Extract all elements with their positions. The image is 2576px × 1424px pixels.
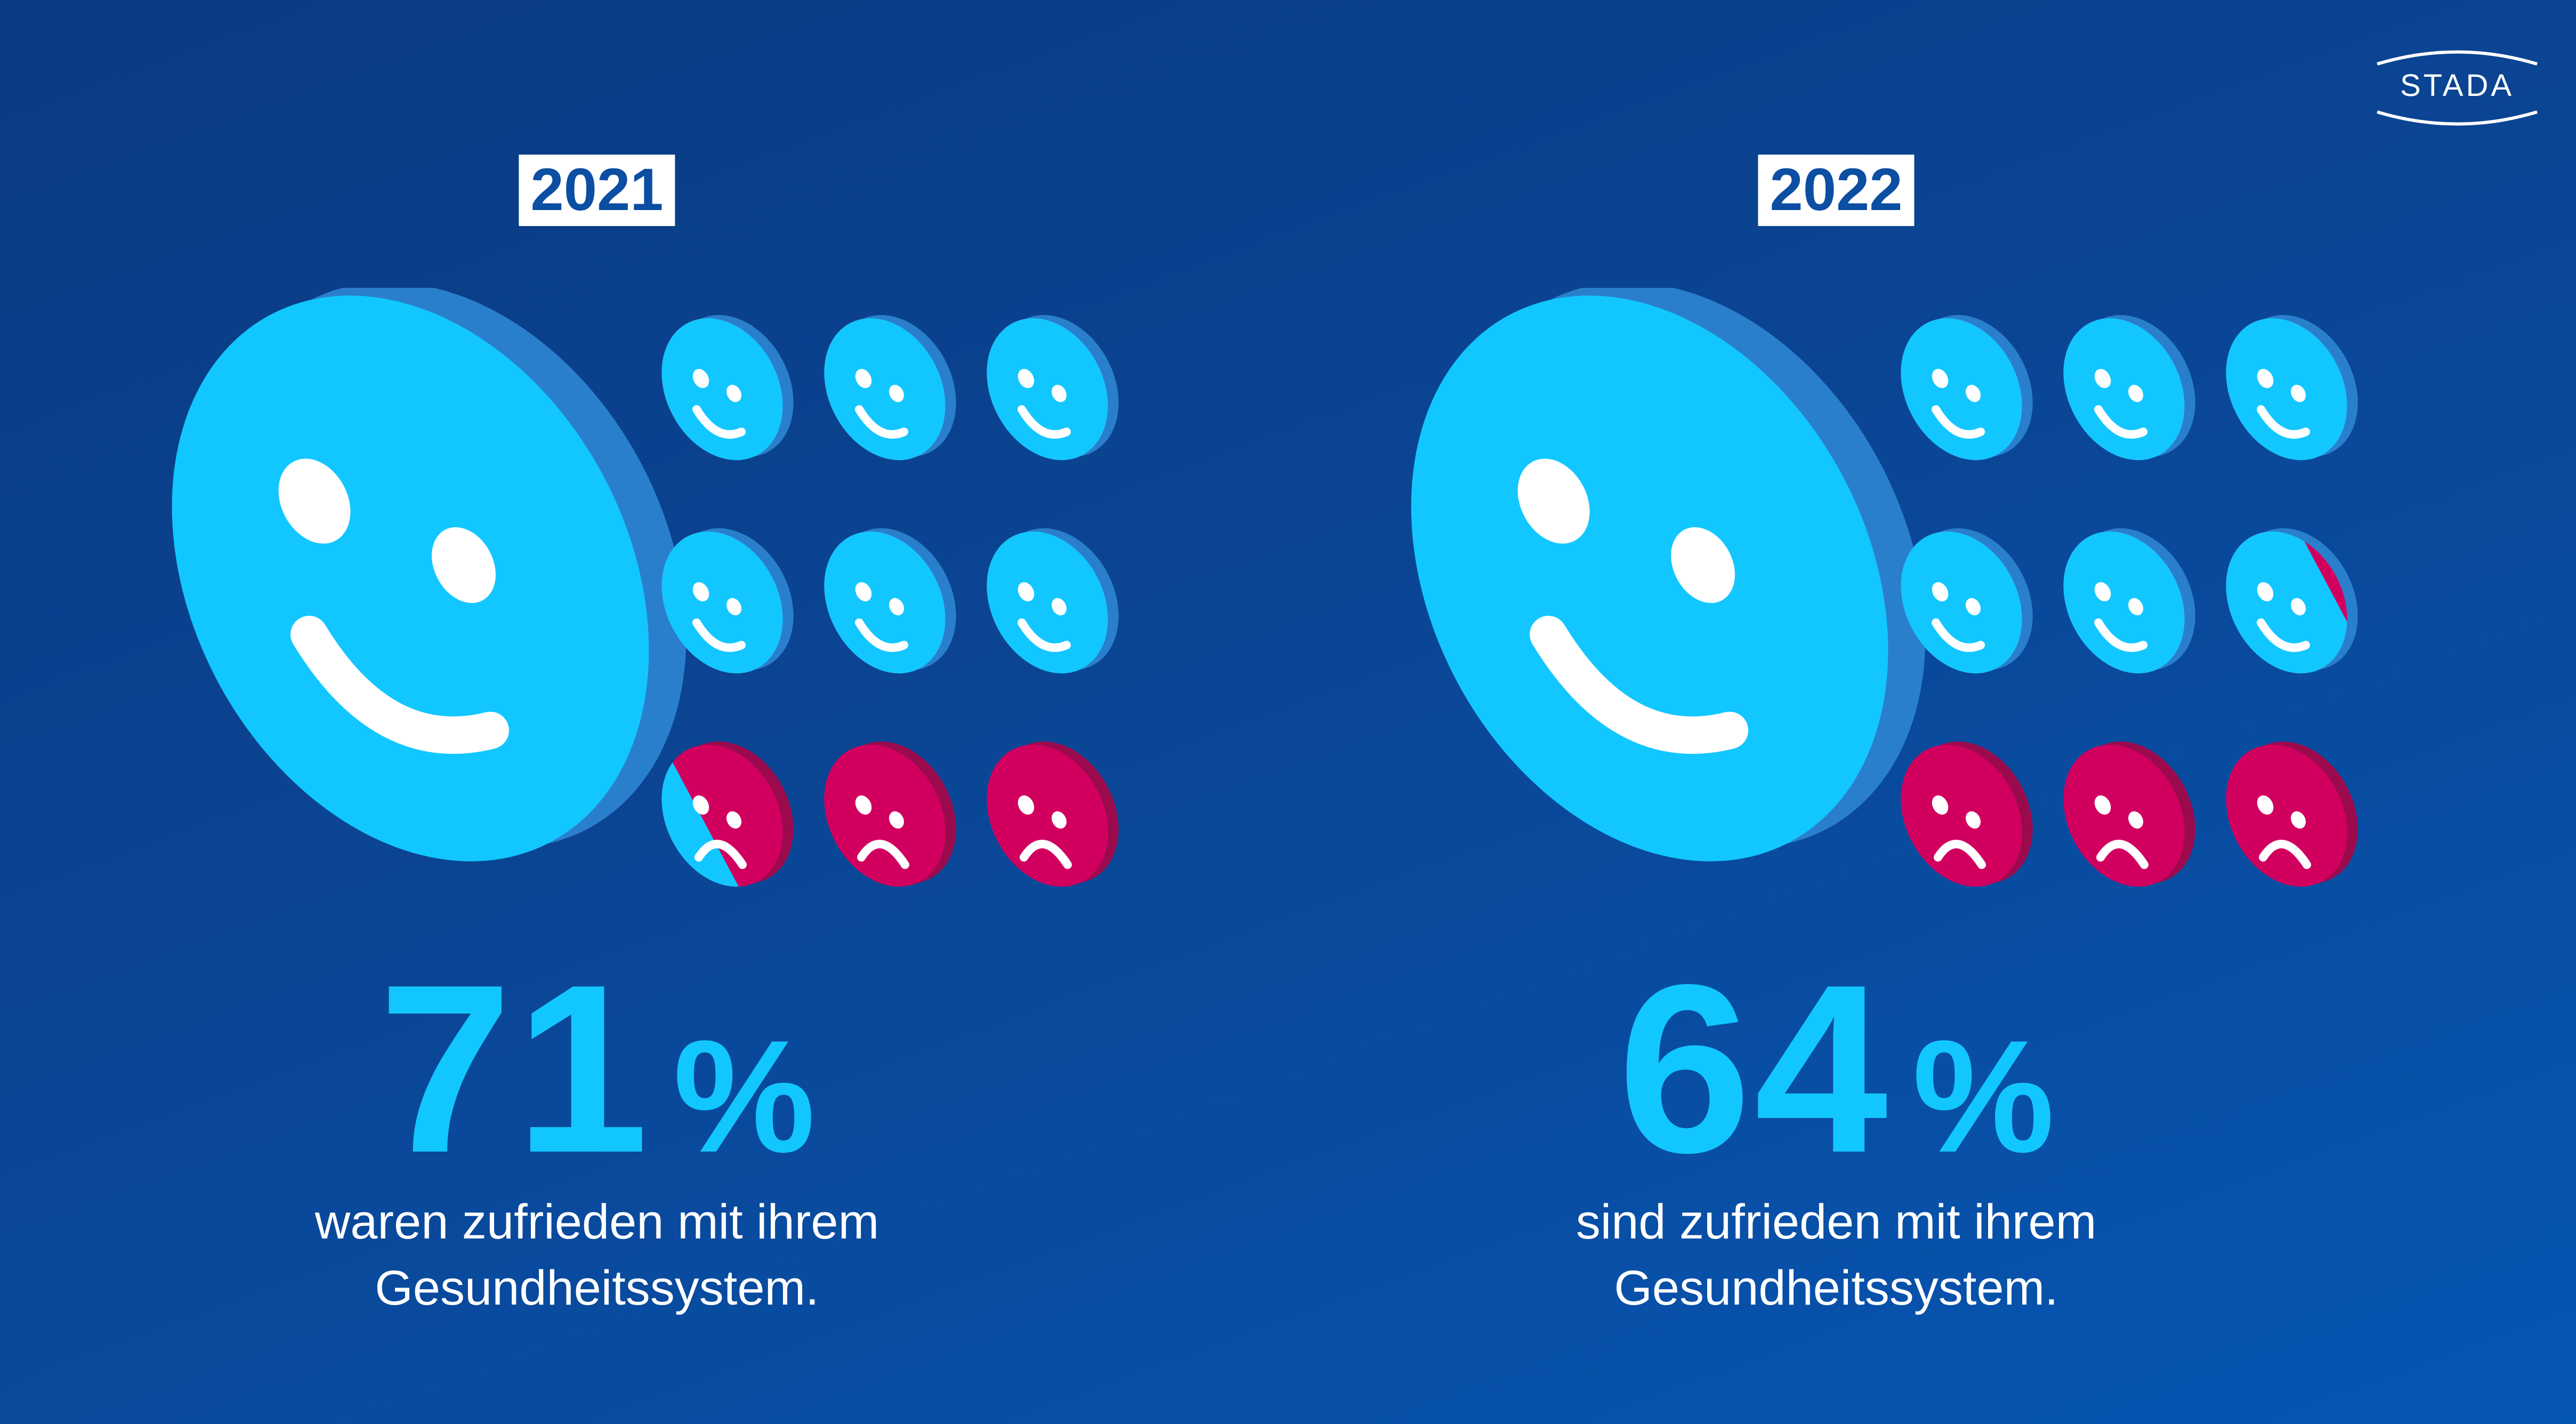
smiley-icon xyxy=(824,528,956,674)
caption-line-1: waren zufrieden mit ihrem xyxy=(314,1195,879,1249)
percent-figure: 64% xyxy=(1282,949,2391,1189)
sad-face-icon xyxy=(1901,741,2033,887)
smiley-icon xyxy=(661,528,794,674)
smiley-icon xyxy=(2226,315,2358,461)
sad-face-icon xyxy=(987,741,1119,887)
smiley-icon xyxy=(987,528,1119,674)
percent-symbol: % xyxy=(673,1007,815,1186)
percent-value: 71 xyxy=(378,935,652,1203)
caption: waren zufrieden mit ihrem Gesundheitssys… xyxy=(43,1189,1151,1321)
stada-logo: STADA xyxy=(2367,43,2548,133)
year-label: 2022 xyxy=(1758,155,1915,226)
smiley-icon xyxy=(1901,315,2033,461)
smiley-icon xyxy=(1411,288,1926,862)
sad-face-icon xyxy=(824,741,956,887)
percent-value: 64 xyxy=(1618,935,1891,1203)
sad-face-icon xyxy=(2226,741,2358,887)
smiley-icon xyxy=(1901,528,2033,674)
caption-line-1: sind zufrieden mit ihrem xyxy=(1576,1195,2097,1249)
caption: sind zufrieden mit ihrem Gesundheitssyst… xyxy=(1282,1189,2391,1321)
small-faces-grid xyxy=(661,315,1119,887)
smiley-icon xyxy=(172,288,687,862)
smiley-icon xyxy=(824,315,956,461)
percent-figure: 71% xyxy=(43,949,1151,1189)
logo-mark xyxy=(2377,50,2538,126)
caption-line-2: Gesundheitssystem. xyxy=(375,1261,819,1315)
logo-text: STADA xyxy=(2400,68,2515,103)
smiley-icon xyxy=(2226,528,2358,674)
panel-2022: 2022 64% sind zufrieden mit ihrem Gesund… xyxy=(1282,0,2518,1424)
smiley-icon xyxy=(661,315,794,461)
caption-line-2: Gesundheitssystem. xyxy=(1614,1261,2058,1315)
smiley-grid xyxy=(172,288,687,862)
sad-face-icon xyxy=(2063,741,2195,887)
small-faces-grid xyxy=(1901,315,2358,887)
smiley-icon xyxy=(2063,528,2195,674)
percent-symbol: % xyxy=(1912,1007,2055,1186)
smiley-icon xyxy=(987,315,1119,461)
smiley-grid xyxy=(1411,288,1926,862)
year-label: 2021 xyxy=(519,155,675,226)
smiley-icon xyxy=(2063,315,2195,461)
sad-face-icon xyxy=(661,741,794,887)
panel-2021: 2021 71% waren zufrieden mit ihrem Gesun… xyxy=(43,0,1279,1424)
